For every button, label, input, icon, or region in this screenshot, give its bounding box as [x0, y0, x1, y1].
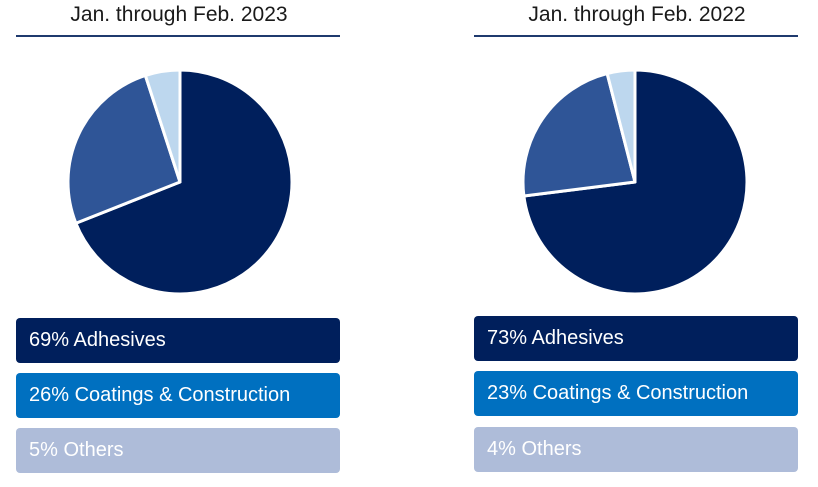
title-underline: [16, 35, 340, 37]
legend-coatings-construction: 23% Coatings & Construction: [474, 371, 798, 416]
chart-title: Jan. through Feb. 2022: [528, 3, 746, 26]
pie-chart-2023: [66, 68, 294, 296]
legend-others: 4% Others: [474, 427, 798, 472]
chart-title: Jan. through Feb. 2023: [70, 3, 288, 26]
pie-slice-adhesives: [74, 68, 294, 296]
pie-slice-others: [605, 68, 637, 184]
pie-slice-coatings-construction: [521, 72, 637, 198]
legend-adhesives: 69% Adhesives: [16, 318, 340, 363]
pie-slice-others: [143, 68, 182, 184]
legend-adhesives: 73% Adhesives: [474, 316, 798, 361]
title-underline: [474, 35, 798, 37]
chart-panel-2022: Jan. through Feb. 2022 73% Adhesives 23%…: [474, 0, 800, 487]
pie-chart-2022: [521, 68, 749, 296]
chart-panel-2023: Jan. through Feb. 2023 69% Adhesives 26%…: [16, 0, 342, 487]
legend-coatings-construction: 26% Coatings & Construction: [16, 373, 340, 418]
pie-slice-coatings-construction: [66, 73, 182, 225]
legend-others: 5% Others: [16, 428, 340, 473]
